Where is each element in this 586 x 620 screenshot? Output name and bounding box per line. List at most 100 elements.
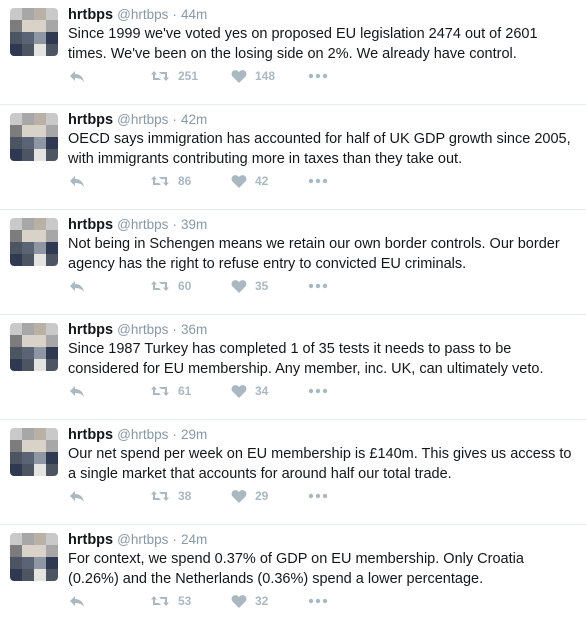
- heart-icon: [231, 279, 247, 294]
- retweet-count: 53: [178, 594, 192, 608]
- tweet-actions: 61 34: [68, 381, 368, 401]
- tweet[interactable]: hrtbps @hrtbps · 29m Our net spend per w…: [0, 420, 586, 525]
- more-button[interactable]: [308, 66, 328, 86]
- tweet[interactable]: hrtbps @hrtbps · 44m Since 1999 we've vo…: [0, 0, 586, 105]
- more-dots-icon: [308, 493, 328, 499]
- timestamp[interactable]: 44m: [180, 7, 208, 22]
- tweet-header: hrtbps @hrtbps · 42m: [68, 111, 578, 129]
- reply-button[interactable]: [68, 171, 86, 191]
- avatar[interactable]: [10, 323, 58, 371]
- user-name[interactable]: hrtbps: [68, 7, 114, 23]
- like-count: 35: [255, 279, 269, 293]
- avatar[interactable]: [10, 533, 58, 581]
- reply-icon: [68, 68, 86, 84]
- tweet[interactable]: hrtbps @hrtbps · 42m OECD says immigrati…: [0, 105, 586, 210]
- timestamp[interactable]: 29m: [180, 427, 208, 442]
- user-name[interactable]: hrtbps: [68, 532, 114, 548]
- reply-icon: [68, 173, 86, 189]
- like-button[interactable]: 32: [231, 591, 268, 611]
- more-dots-icon: [308, 598, 328, 604]
- like-count: 29: [255, 489, 269, 503]
- user-name[interactable]: hrtbps: [68, 112, 114, 128]
- like-count: 32: [255, 594, 269, 608]
- timestamp[interactable]: 42m: [180, 112, 208, 127]
- tweet[interactable]: hrtbps @hrtbps · 36m Since 1987 Turkey h…: [0, 315, 586, 420]
- separator-dot: ·: [172, 112, 177, 127]
- user-handle[interactable]: @hrtbps: [117, 7, 169, 22]
- user-handle[interactable]: @hrtbps: [117, 532, 169, 547]
- like-button[interactable]: 42: [231, 171, 268, 191]
- reply-icon: [68, 593, 86, 609]
- timestamp[interactable]: 36m: [180, 322, 208, 337]
- more-dots-icon: [308, 73, 328, 79]
- reply-button[interactable]: [68, 591, 86, 611]
- retweet-button[interactable]: 61: [150, 381, 191, 401]
- user-handle[interactable]: @hrtbps: [117, 322, 169, 337]
- retweet-icon: [150, 68, 170, 84]
- tweet-header: hrtbps @hrtbps · 44m: [68, 6, 578, 24]
- more-button[interactable]: [308, 381, 328, 401]
- tweet-header: hrtbps @hrtbps · 24m: [68, 531, 578, 549]
- separator-dot: ·: [172, 7, 177, 22]
- like-count: 42: [255, 174, 269, 188]
- reply-button[interactable]: [68, 381, 86, 401]
- reply-button[interactable]: [68, 486, 86, 506]
- tweet-actions: 38 29: [68, 486, 368, 506]
- separator-dot: ·: [172, 217, 177, 232]
- more-button[interactable]: [308, 591, 328, 611]
- retweet-button[interactable]: 86: [150, 171, 191, 191]
- tweet-text: Since 1987 Turkey has completed 1 of 35 …: [68, 341, 544, 377]
- tweet-content: hrtbps @hrtbps · 42m OECD says immigrati…: [68, 111, 578, 169]
- user-name[interactable]: hrtbps: [68, 217, 114, 233]
- user-name[interactable]: hrtbps: [68, 322, 114, 338]
- timestamp[interactable]: 24m: [180, 532, 208, 547]
- tweet-actions: 251 148: [68, 66, 368, 86]
- avatar[interactable]: [10, 218, 58, 266]
- retweet-button[interactable]: 38: [150, 486, 191, 506]
- timestamp[interactable]: 39m: [180, 217, 208, 232]
- avatar[interactable]: [10, 8, 58, 56]
- retweet-button[interactable]: 60: [150, 276, 191, 296]
- tweet-content: hrtbps @hrtbps · 44m Since 1999 we've vo…: [68, 6, 578, 64]
- avatar[interactable]: [10, 113, 58, 161]
- tweet-content: hrtbps @hrtbps · 29m Our net spend per w…: [68, 426, 578, 484]
- retweet-button[interactable]: 251: [150, 66, 198, 86]
- more-dots-icon: [308, 178, 328, 184]
- reply-button[interactable]: [68, 66, 86, 86]
- heart-icon: [231, 489, 247, 504]
- tweet-content: hrtbps @hrtbps · 24m For context, we spe…: [68, 531, 578, 589]
- reply-icon: [68, 383, 86, 399]
- reply-icon: [68, 278, 86, 294]
- like-button[interactable]: 35: [231, 276, 268, 296]
- heart-icon: [231, 384, 247, 399]
- reply-button[interactable]: [68, 276, 86, 296]
- like-button[interactable]: 148: [231, 66, 275, 86]
- retweet-count: 86: [178, 174, 192, 188]
- retweet-count: 60: [178, 279, 192, 293]
- user-name[interactable]: hrtbps: [68, 427, 114, 443]
- user-handle[interactable]: @hrtbps: [117, 427, 169, 442]
- tweet[interactable]: hrtbps @hrtbps · 39m Not being in Scheng…: [0, 210, 586, 315]
- retweet-icon: [150, 173, 170, 189]
- like-button[interactable]: 34: [231, 381, 268, 401]
- more-button[interactable]: [308, 171, 328, 191]
- retweet-button[interactable]: 53: [150, 591, 191, 611]
- tweet-text: Since 1999 we've voted yes on proposed E…: [68, 26, 538, 62]
- more-button[interactable]: [308, 276, 328, 296]
- avatar[interactable]: [10, 428, 58, 476]
- like-count: 148: [255, 69, 276, 83]
- reply-icon: [68, 488, 86, 504]
- retweet-icon: [150, 383, 170, 399]
- user-handle[interactable]: @hrtbps: [117, 112, 169, 127]
- tweet-actions: 86 42: [68, 171, 368, 191]
- tweet[interactable]: hrtbps @hrtbps · 24m For context, we spe…: [0, 525, 586, 620]
- tweet-content: hrtbps @hrtbps · 39m Not being in Scheng…: [68, 216, 578, 274]
- tweet-text: Not being in Schengen means we retain ou…: [68, 236, 560, 272]
- more-button[interactable]: [308, 486, 328, 506]
- retweet-count: 38: [178, 489, 192, 503]
- user-handle[interactable]: @hrtbps: [117, 217, 169, 232]
- more-dots-icon: [308, 388, 328, 394]
- like-count: 34: [255, 384, 269, 398]
- like-button[interactable]: 29: [231, 486, 268, 506]
